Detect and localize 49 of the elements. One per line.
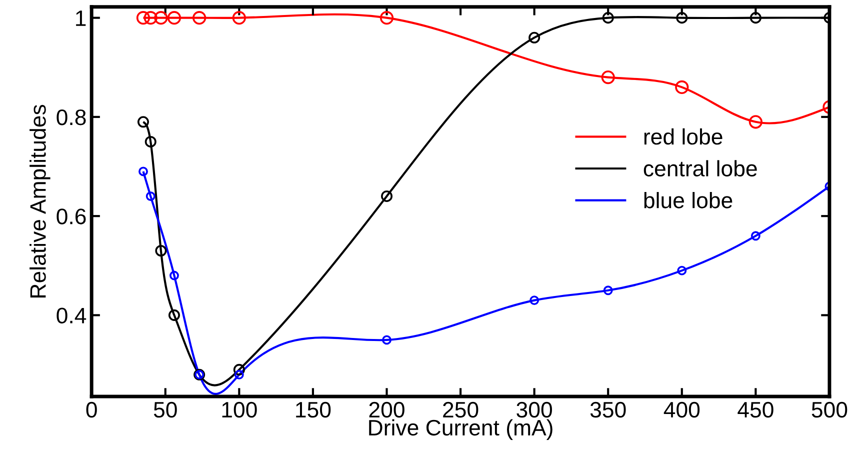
- x-axis-title: Drive Current (mA): [369, 419, 552, 440]
- y-tick-label: 0.8: [56, 109, 86, 126]
- x-tick-label: 500: [812, 402, 848, 418]
- point: [232, 11, 246, 25]
- legend-label: blue lobe: [644, 192, 732, 208]
- x-tick-label: 0: [86, 402, 97, 418]
- point: [154, 11, 168, 25]
- x-tick-label: 350: [590, 402, 626, 418]
- x-tick-label: 250: [443, 402, 478, 418]
- point: [676, 12, 688, 24]
- point: [748, 115, 762, 129]
- point: [675, 80, 689, 94]
- point: [138, 166, 148, 176]
- x-tick-label: 400: [664, 402, 700, 418]
- legend-label: central lobe: [644, 160, 757, 176]
- point: [530, 296, 540, 306]
- point: [380, 190, 393, 202]
- point: [170, 270, 179, 280]
- x-tick-label: 200: [369, 402, 404, 418]
- point: [144, 11, 158, 25]
- point: [528, 32, 540, 44]
- x-tick-label: 450: [738, 402, 774, 418]
- point: [167, 11, 182, 25]
- point: [380, 11, 394, 25]
- x-tick-label: 100: [222, 402, 257, 418]
- y-axis-title: Relative Amplitudes: [30, 104, 50, 298]
- point: [137, 116, 150, 128]
- point: [192, 11, 206, 25]
- x-tick-label: 150: [296, 402, 331, 418]
- point: [144, 136, 156, 148]
- point: [750, 231, 760, 241]
- legend-label: red lobe: [644, 128, 722, 145]
- point: [146, 192, 156, 201]
- point: [677, 266, 687, 276]
- point: [136, 11, 150, 25]
- y-tick-label: 1: [76, 10, 86, 26]
- point: [234, 370, 244, 380]
- point: [382, 335, 392, 345]
- y-tick-label: 0.6: [56, 208, 86, 224]
- y-tick-label: 0.4: [56, 308, 86, 324]
- point: [233, 364, 245, 376]
- point: [168, 309, 180, 321]
- point: [601, 70, 615, 84]
- x-tick-label: 50: [154, 402, 177, 418]
- point: [603, 286, 613, 296]
- point: [750, 12, 762, 24]
- point: [155, 244, 167, 257]
- x-tick-label: 300: [516, 402, 552, 418]
- point: [602, 12, 614, 24]
